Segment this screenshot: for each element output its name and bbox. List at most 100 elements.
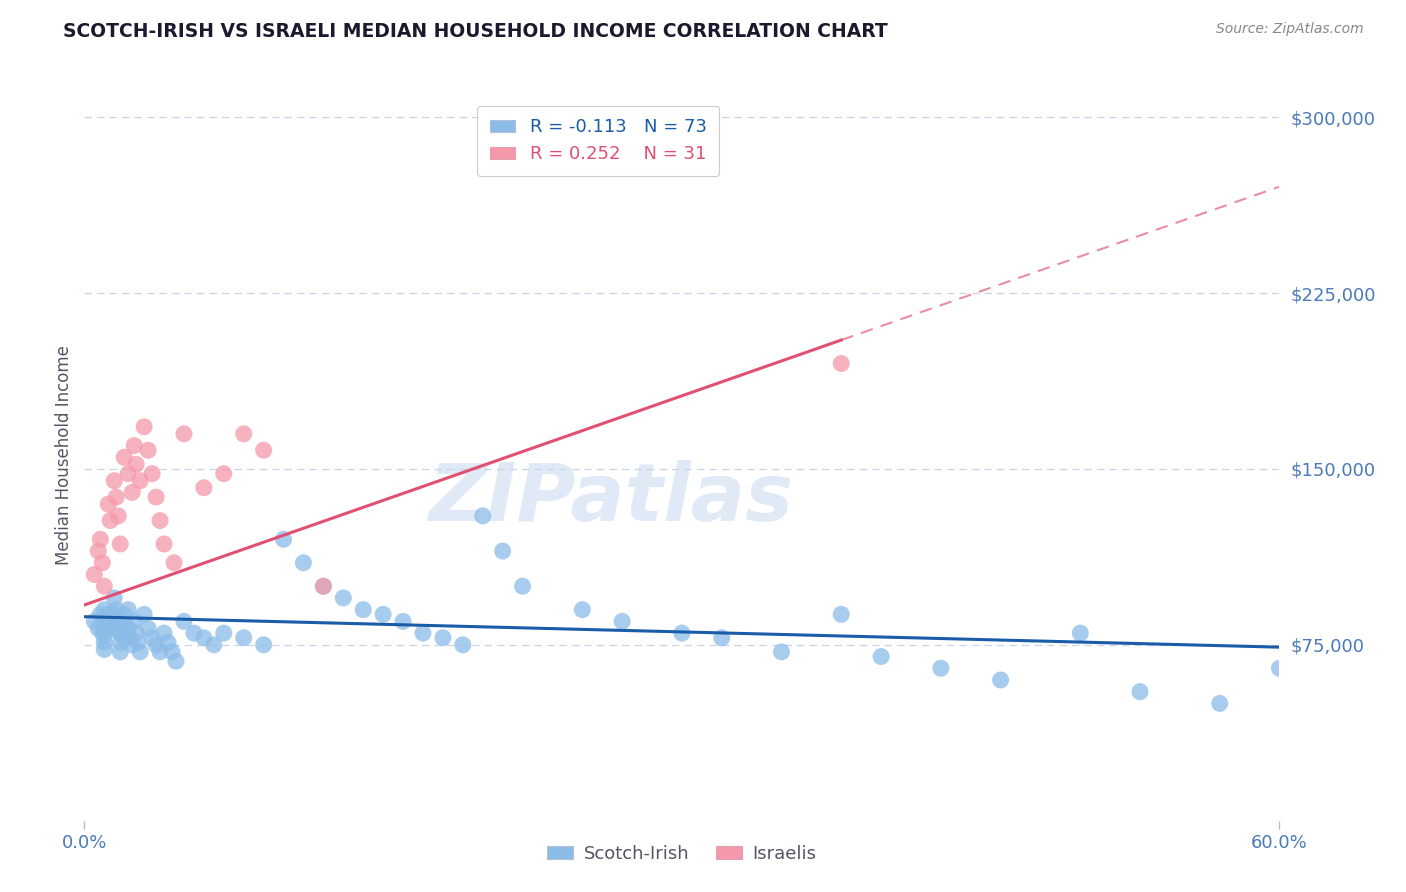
Point xyxy=(107,508,129,523)
Point xyxy=(93,642,115,657)
Point xyxy=(110,537,132,551)
Point xyxy=(253,638,276,652)
Point xyxy=(121,638,143,652)
Point xyxy=(121,485,143,500)
Text: SCOTCH-IRISH VS ISRAELI MEDIAN HOUSEHOLD INCOME CORRELATION CHART: SCOTCH-IRISH VS ISRAELI MEDIAN HOUSEHOLD… xyxy=(63,22,889,41)
Point xyxy=(710,631,733,645)
Point xyxy=(93,635,115,649)
Point xyxy=(112,616,135,631)
Point xyxy=(145,490,167,504)
Point xyxy=(91,556,114,570)
Text: Source: ZipAtlas.com: Source: ZipAtlas.com xyxy=(1216,22,1364,37)
Legend: Scotch-Irish, Israelis: Scotch-Irish, Israelis xyxy=(540,838,824,870)
Point xyxy=(332,591,354,605)
Point xyxy=(153,626,176,640)
Point xyxy=(87,621,110,635)
Point xyxy=(103,621,125,635)
Point xyxy=(132,419,156,434)
Point xyxy=(1209,697,1232,711)
Point xyxy=(149,645,172,659)
Point xyxy=(136,621,159,635)
Point xyxy=(132,607,156,622)
Point xyxy=(770,645,793,659)
Point xyxy=(571,602,593,616)
Point xyxy=(89,533,111,547)
Point xyxy=(110,645,132,659)
Point xyxy=(451,638,474,652)
Point xyxy=(412,626,434,640)
Point xyxy=(129,474,152,488)
Point xyxy=(990,673,1012,687)
Point xyxy=(89,607,111,622)
Point xyxy=(127,635,149,649)
Point xyxy=(193,631,215,645)
Point xyxy=(373,607,395,622)
Point xyxy=(471,508,494,523)
Point xyxy=(122,438,145,452)
Point xyxy=(671,626,693,640)
Point xyxy=(105,490,128,504)
Point xyxy=(105,602,128,616)
Point xyxy=(830,356,852,371)
Text: ZIPatlas: ZIPatlas xyxy=(427,459,793,538)
Point xyxy=(392,615,415,629)
Point xyxy=(312,579,335,593)
Point xyxy=(253,443,276,458)
Point xyxy=(93,628,115,642)
Point xyxy=(93,612,115,626)
Y-axis label: Median Household Income: Median Household Income xyxy=(55,345,73,565)
Point xyxy=(1268,661,1291,675)
Point xyxy=(141,467,163,481)
Point xyxy=(97,497,120,511)
Point xyxy=(160,645,183,659)
Point xyxy=(112,450,135,465)
Point xyxy=(93,602,115,616)
Point xyxy=(141,631,163,645)
Point xyxy=(153,537,176,551)
Point xyxy=(870,649,893,664)
Point xyxy=(120,631,142,645)
Point xyxy=(1129,684,1152,698)
Point xyxy=(110,635,132,649)
Point xyxy=(163,556,186,570)
Point xyxy=(87,544,110,558)
Point xyxy=(136,443,159,458)
Point xyxy=(83,615,105,629)
Point xyxy=(1069,626,1091,640)
Point xyxy=(103,607,125,622)
Point xyxy=(212,467,235,481)
Point xyxy=(202,638,225,652)
Point xyxy=(149,514,172,528)
Point xyxy=(173,426,195,441)
Point xyxy=(93,579,115,593)
Point xyxy=(929,661,952,675)
Point xyxy=(432,631,454,645)
Point xyxy=(292,556,315,570)
Point xyxy=(193,481,215,495)
Point xyxy=(232,426,254,441)
Point xyxy=(98,514,121,528)
Point xyxy=(183,626,205,640)
Point xyxy=(129,645,152,659)
Point xyxy=(103,591,125,605)
Point xyxy=(117,602,139,616)
Point xyxy=(830,607,852,622)
Point xyxy=(273,533,295,547)
Point xyxy=(612,615,634,629)
Point xyxy=(110,626,132,640)
Point xyxy=(97,607,120,622)
Point xyxy=(112,607,135,622)
Point xyxy=(212,626,235,640)
Point xyxy=(112,631,135,645)
Point xyxy=(232,631,254,645)
Point xyxy=(91,626,114,640)
Point xyxy=(157,635,180,649)
Point xyxy=(93,619,115,633)
Point xyxy=(165,654,187,668)
Point xyxy=(512,579,534,593)
Point xyxy=(492,544,515,558)
Point xyxy=(107,615,129,629)
Point xyxy=(103,474,125,488)
Point xyxy=(125,626,148,640)
Point xyxy=(145,638,167,652)
